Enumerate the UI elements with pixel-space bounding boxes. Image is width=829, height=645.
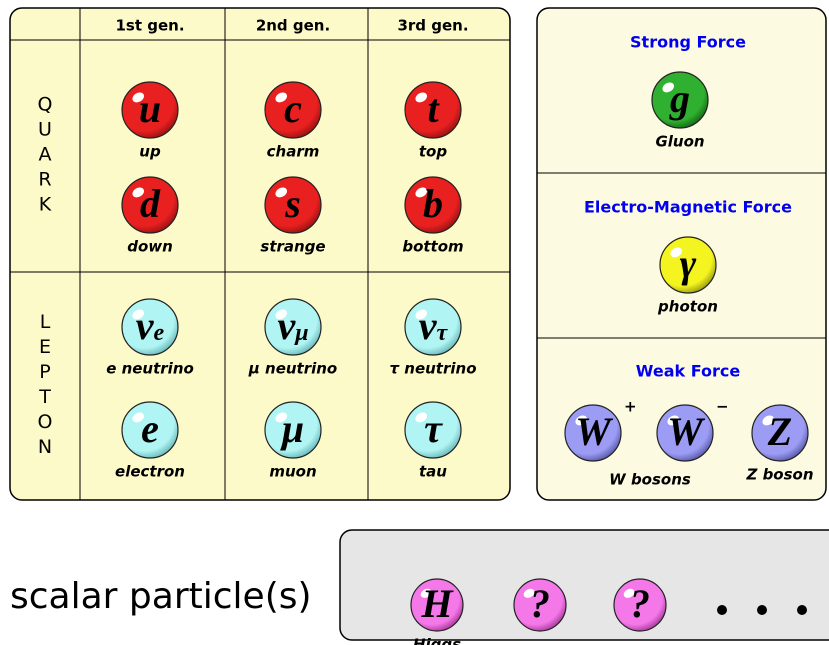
symbol-main: b xyxy=(423,181,443,226)
particle-symbol: t xyxy=(427,86,440,131)
generation-header: 2nd gen. xyxy=(256,17,330,35)
particle-symbol: H xyxy=(420,581,454,626)
scalar-label: scalar particle(s) xyxy=(10,576,312,617)
symbol-main: W xyxy=(575,409,613,454)
symbol-sub: τ xyxy=(437,320,449,346)
symbol-main: e xyxy=(141,406,159,451)
particle-name: down xyxy=(127,238,173,256)
particle-name: e neutrino xyxy=(106,360,194,378)
shared-label: W bosons xyxy=(609,471,691,489)
particle-name: electron xyxy=(115,463,185,481)
particle-name: μ neutrino xyxy=(248,360,337,378)
symbol-sup: − xyxy=(716,398,729,416)
symbol-main: ν xyxy=(277,303,296,348)
particle-symbol: μ xyxy=(280,406,304,451)
symbol-main: c xyxy=(284,86,302,131)
symbol-sub: e xyxy=(154,320,165,346)
symbol-main: γ xyxy=(680,241,697,286)
particle-name: τ neutrino xyxy=(389,360,476,378)
particle-symbol: τ xyxy=(424,406,443,451)
symbol-main: d xyxy=(140,181,161,226)
particle-symbol: W xyxy=(575,409,613,454)
particle-name: tau xyxy=(419,463,447,481)
particle-name: up xyxy=(139,143,161,161)
symbol-main: τ xyxy=(424,406,443,451)
particle-symbol: b xyxy=(423,181,443,226)
particle-name: Z boson xyxy=(745,466,813,484)
symbol-main: W xyxy=(667,409,705,454)
particle-name: photon xyxy=(657,298,718,316)
particle-symbol: ? xyxy=(630,581,650,626)
particle-symbol: d xyxy=(140,181,161,226)
particle-symbol: u xyxy=(139,86,161,131)
symbol-main: t xyxy=(427,86,440,131)
group-label: QUARK xyxy=(34,94,56,219)
particle-symbol: c xyxy=(284,86,302,131)
symbol-main: ? xyxy=(530,581,550,626)
particle-name: bottom xyxy=(402,238,463,256)
scalar-box xyxy=(340,530,829,640)
symbol-sub: μ xyxy=(293,320,308,346)
particle-name: charm xyxy=(267,143,320,161)
particle-symbol: s xyxy=(284,181,301,226)
symbol-main: s xyxy=(284,181,301,226)
particle-name: Higgs xyxy=(413,636,461,645)
symbol-main: ν xyxy=(419,303,438,348)
symbol-main: H xyxy=(420,581,454,626)
particle-diagram: 1st gen. 2nd gen. 3rd gen. QUARK u up d down c ch… xyxy=(0,0,829,645)
symbol-main: g xyxy=(669,76,690,121)
particle-name: muon xyxy=(269,463,316,481)
generation-header: 1st gen. xyxy=(115,17,184,35)
particle-name: strange xyxy=(260,238,325,256)
symbol-main: Z xyxy=(767,409,792,454)
symbol-main: u xyxy=(139,86,161,131)
symbol-main: μ xyxy=(280,406,304,451)
force-title: Strong Force xyxy=(630,33,746,52)
force-title: Weak Force xyxy=(636,362,741,381)
particle-name: top xyxy=(419,143,447,161)
particle-name: Gluon xyxy=(655,133,704,151)
symbol-main: ν xyxy=(136,303,155,348)
particle-symbol: ? xyxy=(530,581,550,626)
group-label: LEPTON xyxy=(34,311,56,461)
particle-symbol: Z xyxy=(767,409,792,454)
particle-symbol: γ xyxy=(680,241,697,286)
force-title: Electro-Magnetic Force xyxy=(584,198,792,217)
particle-symbol: e xyxy=(141,406,159,451)
symbol-sup: + xyxy=(624,398,637,416)
generation-header: 3rd gen. xyxy=(397,17,468,35)
particle-symbol: W xyxy=(667,409,705,454)
symbol-main: ? xyxy=(630,581,650,626)
particle-symbol: g xyxy=(669,76,690,121)
